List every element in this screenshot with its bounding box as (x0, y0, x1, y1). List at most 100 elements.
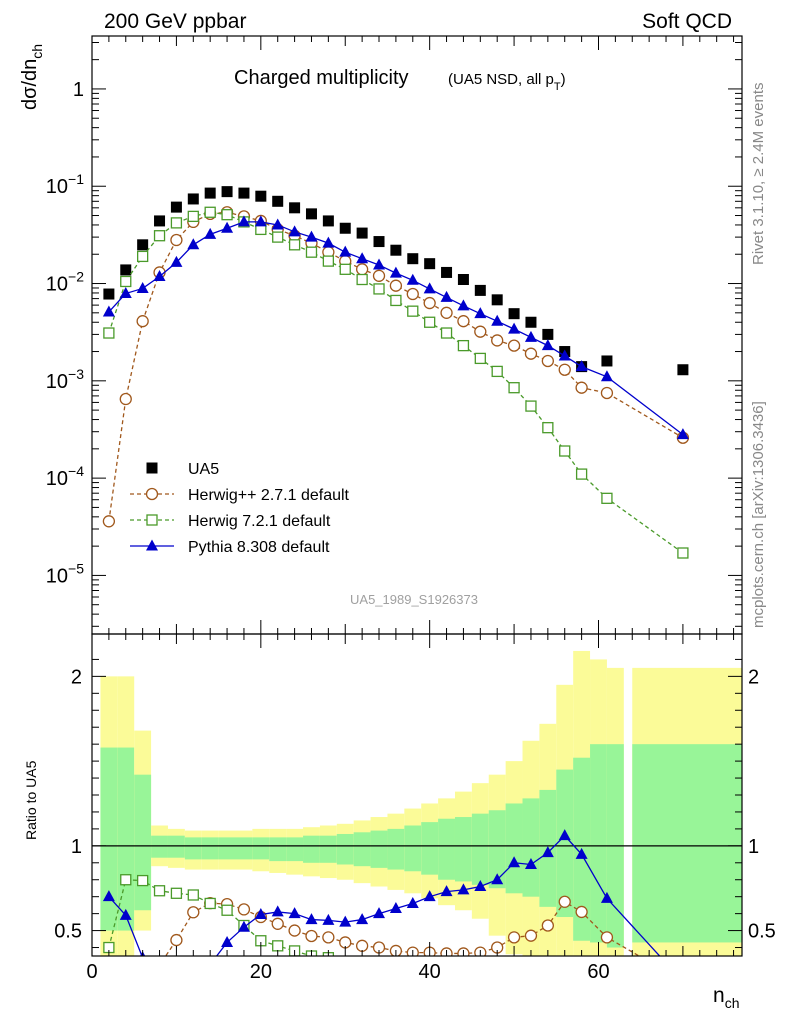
ratio-point-herwig-2-7-1-default (120, 1002, 131, 1013)
ratio-point-herwig-7-2-1-default (120, 874, 132, 886)
main-y-tick-label: 10−1 (46, 171, 84, 198)
main-point-pythia-8-308-default (153, 270, 166, 282)
ratio-point-herwig-2-7-1-default (677, 976, 688, 987)
main-point-herwig-7-2-1-default (407, 305, 419, 317)
main-point-pythia-8-308-default (524, 330, 537, 342)
ratio-point-pythia-8-308-default (204, 958, 216, 969)
inner-band-bin (387, 828, 405, 870)
main-y-label-text: dσ/dn (19, 59, 41, 110)
main-point-ua5 (238, 187, 250, 199)
ratio-point-herwig-2-7-1-default (558, 895, 571, 908)
main-point-herwig-2-7-1-default (575, 381, 588, 394)
inner-band-bin (235, 837, 253, 860)
axes: 10−510−410−310−210−110 20 40 600.5 0.51 12 2 (46, 36, 776, 983)
ratio-point-pythia-8-308-default (508, 856, 521, 868)
ratio-point-pythia-8-308-default (541, 846, 554, 858)
ratio-point-herwig-2-7-1-default (600, 931, 614, 944)
rivet-label: Rivet 3.1.10, ≥ 2.4M events (750, 83, 767, 266)
main-y-tick-exp: −1 (68, 171, 84, 187)
uncertainty-bands (100, 650, 742, 956)
ratio-y-label-text: Ratio to UA5 (23, 760, 39, 840)
inner-band-bin (370, 830, 388, 868)
mcplots-label-text: mcplots.cern.ch [arXiv:1306.3436] (750, 401, 767, 628)
plot-title-sub-end: ) (561, 71, 566, 88)
ratio-point-herwig-2-7-1-default (524, 929, 538, 942)
main-point-ua5 (457, 274, 469, 286)
main-point-herwig-7-2-1-default (542, 422, 554, 434)
main-point-herwig-7-2-1-default (508, 382, 520, 394)
main-y-tick-exp: −2 (68, 269, 84, 285)
ratio-point-herwig-2-7-1-default (137, 982, 148, 993)
ratio-point-herwig-2-7-1-default (541, 919, 554, 932)
header-left: 200 GeV ppbar (104, 10, 246, 33)
inner-band-bin (201, 837, 219, 860)
main-point-herwig-7-2-1-default (390, 294, 402, 307)
ratio-point-pythia-8-308-default (154, 975, 166, 986)
main-point-herwig-2-7-1-default (440, 306, 453, 319)
legend-marker-pythia-8-308-default (146, 539, 158, 551)
ratio-point-herwig-2-7-1-default (103, 1009, 114, 1020)
rivet-label-text: Rivet 3.1.10, ≥ 2.4M events (750, 83, 767, 266)
legend: UA5 Herwig++ 2.7.1 default Herwig 7.2.1 de… (130, 461, 350, 556)
main-point-ua5 (677, 364, 689, 376)
main-point-pythia-8-308-default (119, 286, 132, 298)
plot-title-main: Charged multiplicity (234, 67, 409, 89)
inner-band-bin (505, 803, 523, 894)
main-point-pythia-8-308-default (288, 225, 301, 237)
main-point-herwig-7-2-1-default (322, 255, 335, 267)
ratio-point-pythia-8-308-default (389, 902, 402, 914)
inner-band-bin (556, 769, 574, 918)
main-point-ua5 (272, 195, 284, 207)
inner-band-bin (151, 835, 168, 858)
ratio-point-herwig-7-2-1-default (357, 963, 367, 973)
main-point-ua5 (441, 266, 453, 278)
inner-band-bin (522, 798, 540, 897)
ratio-point-pythia-8-308-default (677, 975, 689, 986)
main-point-pythia-8-308-default (373, 258, 386, 270)
main-point-ua5 (322, 215, 334, 227)
main-point-ua5 (390, 244, 402, 256)
main-point-herwig-2-7-1-default (600, 386, 614, 400)
main-point-herwig-7-2-1-default (170, 217, 183, 229)
main-point-herwig-2-7-1-default (423, 296, 436, 310)
ratio-point-pythia-8-308-default (406, 896, 419, 908)
ratio-point-pythia-8-308-default (356, 913, 369, 925)
inner-band-bin (269, 837, 287, 862)
x-label-text: n (713, 984, 725, 1007)
main-point-pythia-8-308-default (221, 221, 234, 233)
main-point-herwig-7-2-1-default (305, 246, 318, 258)
main-point-herwig-7-2-1-default (339, 263, 351, 275)
ratio-point-herwig-2-7-1-default (154, 960, 165, 971)
main-point-ua5 (289, 202, 301, 214)
ratio-point-pythia-8-308-default (491, 873, 504, 885)
main-point-herwig-7-2-1-default (272, 231, 284, 243)
ratio-point-herwig-7-2-1-default (170, 887, 183, 899)
main-y-tick-base: 10 (46, 274, 68, 296)
ratio-x-tick-label: 0 (86, 961, 97, 983)
legend-label-herwig-2-7-1-default: Herwig++ 2.7.1 default (188, 487, 350, 504)
main-point-herwig-7-2-1-default (575, 468, 588, 480)
legend-marker-herwig-2-7-1-default (145, 487, 159, 501)
ratio-point-pythia-8-308-default (440, 885, 453, 897)
main-point-herwig-2-7-1-default (541, 354, 554, 368)
ratio-point-pythia-8-308-default (170, 975, 182, 986)
ratio-point-herwig-2-7-1-default (288, 924, 301, 937)
main-point-herwig-7-2-1-default (136, 250, 149, 263)
ratio-point-herwig-2-7-1-default (170, 933, 183, 947)
legend-label-herwig-7-2-1-default: Herwig 7.2.1 default (188, 513, 331, 530)
plot-title: Charged multiplicity (234, 67, 409, 89)
main-plot-series (102, 186, 690, 559)
main-point-herwig-7-2-1-default (356, 273, 368, 286)
main-point-ua5 (187, 193, 199, 205)
main-point-ua5 (407, 253, 419, 265)
inner-band-bin (218, 837, 236, 860)
ratio-point-pythia-8-308-default (373, 907, 386, 919)
main-point-ua5 (542, 328, 554, 340)
main-point-ua5 (356, 227, 368, 239)
ratio-point-pythia-8-308-default (221, 935, 234, 947)
main-point-pythia-8-308-default (204, 227, 217, 239)
analysis-id: UA5_1989_S1926373 (350, 592, 478, 607)
ratio-point-pythia-8-308-default (271, 905, 284, 917)
main-point-ua5 (204, 187, 216, 199)
